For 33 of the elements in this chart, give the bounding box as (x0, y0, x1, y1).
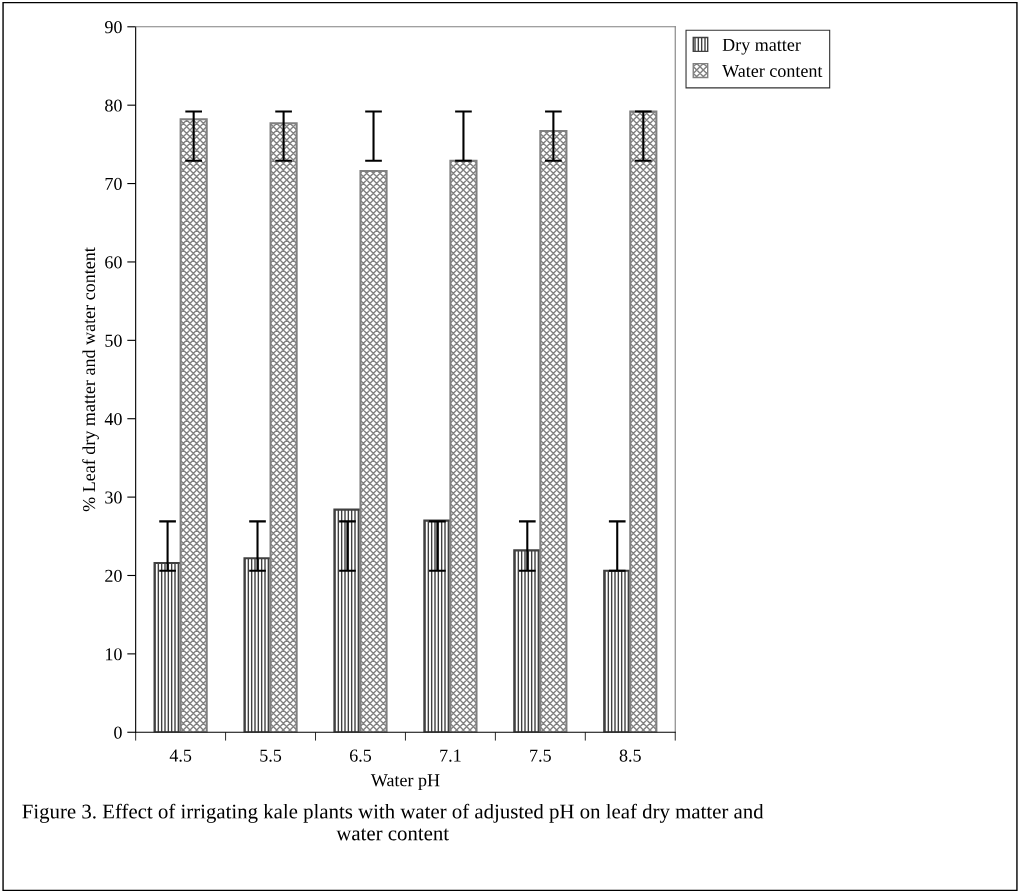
y-tick-label: 80 (105, 99, 122, 112)
y-tick-label: 50 (105, 334, 122, 347)
y-tick-label: 40 (104, 412, 122, 426)
x-tick-label: 6.5 (349, 749, 372, 762)
bar (269, 122, 298, 733)
bar (153, 561, 182, 733)
bar (449, 159, 478, 733)
y-axis-title: % Leaf dry matter and water content (82, 247, 99, 512)
x-tick-label: 7.5 (530, 749, 551, 762)
y-tick-label: 20 (105, 569, 122, 582)
bar (423, 519, 452, 733)
y-tick-label: 0 (114, 726, 122, 739)
y-tick-label: 10 (106, 648, 122, 661)
x-axis-title: Water pH (370, 774, 440, 791)
y-tick-label: 60 (105, 256, 122, 269)
bar (359, 169, 388, 733)
y-tick-label: 90 (104, 21, 122, 34)
bar (243, 557, 272, 733)
y-tick-label: 70 (105, 177, 122, 190)
x-tick-label: 7.1 (440, 749, 461, 762)
y-tick-label: 30 (105, 491, 122, 504)
bar (333, 508, 362, 733)
bar (629, 110, 658, 733)
x-tick-label: 5.5 (260, 749, 282, 762)
legend-label: Water content (722, 65, 823, 78)
bar (539, 130, 568, 733)
caption: Figure 3. Effect of irrigating kale plants with water of adjusted pH on leaf dry matter and water content (22, 803, 764, 841)
legend-label: Dry matter (722, 38, 801, 55)
bar (603, 569, 632, 733)
bar (513, 549, 542, 733)
bar (179, 118, 208, 733)
x-tick-label: 8.5 (619, 749, 641, 762)
x-tick-label: 4.5 (169, 749, 192, 762)
